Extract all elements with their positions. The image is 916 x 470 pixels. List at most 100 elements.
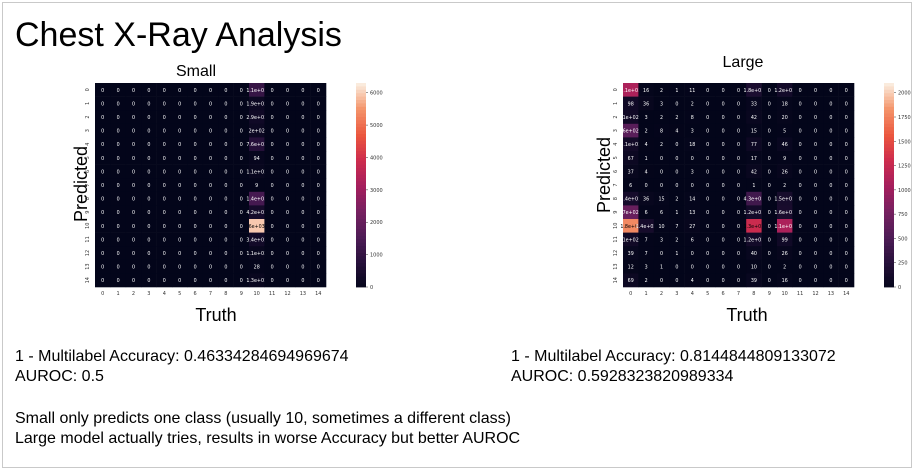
small-cell-label-r13-c5: 0 [178,265,181,271]
small-cell-r5-c4 [156,151,173,165]
large-cell-label-r3-c6: 0 [722,129,725,135]
small-cell-label-r0-c4: 0 [163,88,166,94]
small-cell-label-r8-c9: 0 [240,197,243,203]
large-cell-label-r4-c8: 77 [751,142,757,148]
large-cell-r8-c4 [684,191,701,206]
large-cell-label-r11-c12: 0 [814,237,817,243]
small-cell-label-r14-c8: 0 [224,278,227,284]
large-cell-label-r14-c11: 0 [799,278,802,284]
small-cell-r4-c7 [202,137,219,152]
small-cell-label-r1-c0: 0 [101,101,104,107]
large-cell-r13-c2 [653,259,670,274]
small-cell-label-r10-c4: 0 [163,224,166,230]
small-cell-r7-c4 [156,178,173,193]
small-cell-r1-c6 [187,96,204,111]
large-cell-label-r9-c1: 6 [645,210,648,216]
large-cell-r6-c7 [730,164,747,179]
large-cell-label-r2-c2: 2 [660,115,663,121]
large-cell-r10-c8 [746,219,762,233]
small-cell-label-r2-c6: 0 [194,115,197,121]
small-cell-r8-c5 [172,191,188,206]
large-cell-label-r10-c13: 0 [829,224,832,230]
large-cell-label-r12-c1: 7 [645,251,648,257]
large-cell-r2-c2 [653,110,670,125]
small-colorbar-strip-31 [356,188,366,193]
small-cell-label-r7-c8: 0 [224,183,227,189]
small-cell-label-r13-c0: 0 [101,265,104,271]
large-cell-label-r9-c2: 6 [660,210,663,216]
large-cell-r3-c14 [838,123,855,138]
small-cell-label-r12-c12: 0 [286,251,289,257]
small-cell-label-r1-c9: 0 [240,101,243,107]
large-cell-label-r4-c6: 0 [722,142,725,148]
small-cell-r14-c13 [295,273,311,288]
large-colorbar-strip-25 [884,168,894,172]
large-cell-r7-c6 [715,178,732,193]
large-cell-label-r0-c0: 1.1e+03 [620,88,641,94]
small-cell-label-r12-c11: 0 [271,251,274,257]
small-cell-r9-c8 [218,205,234,220]
small-cell-r8-c14 [310,191,327,206]
small-cell-r14-c4 [156,273,173,288]
small-cell-r6-c0 [95,164,111,179]
large-cell-label-r13-c8: 10 [751,265,757,271]
small-cell-r11-c8 [218,232,234,247]
large-cell-label-r5-c7: 0 [737,156,740,162]
small-cell-r11-c6 [187,232,204,247]
large-cell-label-r8-c8: 4.3e+02 [744,197,765,203]
small-cell-r9-c5 [172,205,188,220]
small-colorbar-strip-58 [356,280,366,284]
large-cell-label-r8-c3: 2 [675,197,678,203]
large-cell-r11-c5 [700,232,716,247]
large-cell-label-r7-c4: 0 [691,183,694,189]
small-colorbar-strip-55 [356,270,366,274]
large-heatmap: 1.1e+03 16 2 1 11 0 0 0 1.8e+02 0 1.2e+02 0 0 0 098 36 3… [613,83,911,297]
large-colorbar-strip-3 [884,93,894,97]
small-cell-label-r14-c9: 0 [240,278,243,284]
small-cell-label-r9-c0: 0 [101,210,104,216]
large-cell-label-r11-c1: 7 [645,237,648,243]
small-cell-r14-c2 [125,273,142,288]
large-cell-r4-c5 [700,137,716,152]
small-cell-r8-c3 [141,191,157,206]
small-colorbar-strip-14 [356,130,366,135]
large-cell-label-r3-c7: 0 [737,129,740,135]
large-cell-r0-c0 [623,83,639,97]
large-cell-r2-c10 [777,110,793,125]
large-cell-r8-c3 [669,191,685,206]
small-cell-label-r5-c14: 0 [317,156,320,162]
large-cell-label-r2-c10: 20 [782,115,788,121]
large-colorbar-strip-30 [884,185,894,189]
small-ytick-8: 8 [85,197,91,200]
large-cell-label-r8-c9: 0 [768,197,771,203]
large-cell-r9-c8 [746,205,762,220]
large-cell-r4-c13 [823,137,839,152]
small-cell-label-r1-c7: 0 [209,101,212,107]
small-colorbar-strip-41 [356,222,366,227]
small-cell-r14-c12 [279,273,296,288]
small-cell-label-r5-c9: 0 [240,156,243,162]
large-colorbar-strip-35 [884,202,894,206]
small-cell-label-r6-c14: 0 [317,169,320,175]
large-cell-label-r2-c1: 3 [645,115,648,121]
large-cell-label-r6-c0: 37 [628,169,634,175]
small-cell-r11-c12 [279,232,296,247]
small-cell-label-r7-c9: 0 [240,183,243,189]
small-cell-label-r8-c2: 0 [132,197,135,203]
small-cell-r5-c9 [233,151,250,165]
large-colorbar-strip-10 [884,117,894,121]
large-colorbar-tick-4: 1000 [898,188,911,194]
small-cell-r7-c13 [295,178,311,193]
large-cell-label-r14-c2: 0 [660,278,663,284]
large-cell-label-r6-c13: 0 [829,169,832,175]
small-cell-r13-c14 [310,259,327,274]
large-xtick-11: 11 [797,291,803,297]
large-cell-r8-c11 [792,191,809,206]
large-cell-r12-c2 [653,246,670,261]
small-cell-label-r10-c8: 0 [224,224,227,230]
large-cell-r8-c1 [638,191,655,206]
large-cell-label-r9-c12: 0 [814,210,817,216]
small-cell-r2-c4 [156,110,173,125]
large-cell-label-r5-c0: 67 [628,156,634,162]
small-cell-r9-c14 [310,205,327,220]
